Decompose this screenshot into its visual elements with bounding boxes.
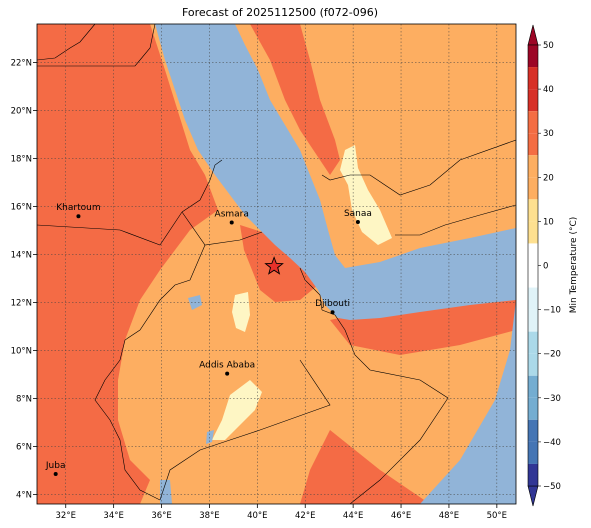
city-marker (53, 472, 58, 476)
cool-patch-ethiopia-highlands (232, 292, 250, 332)
city-marker (330, 310, 335, 315)
city-label: Djibouti (315, 299, 350, 309)
colorbar-label: Min Temperature (°C) (569, 217, 579, 314)
nile-strip (160, 480, 172, 504)
lat-tick-label: 16°N (11, 202, 32, 212)
city-label: Juba (45, 461, 66, 471)
lat-tick-label: 18°N (11, 154, 32, 164)
lat-tick-label: 8°N (16, 394, 32, 404)
colorbar-band (528, 89, 538, 112)
borders (37, 24, 516, 504)
colorbar-extend-bottom (527, 485, 539, 507)
lon-tick-label: 50°E (487, 511, 507, 521)
lon-tick-label: 32°E (56, 511, 76, 521)
colorbar-tick-label: −40 (543, 438, 561, 448)
plot-frame (36, 23, 517, 505)
colorbar-band (528, 265, 538, 288)
lat-tick-label: 22°N (11, 58, 32, 68)
city-marker (355, 220, 360, 224)
colorbar-tick-label: 10 (543, 217, 554, 227)
lat-tick-label: 20°N (11, 106, 32, 116)
lon-tick-label: 48°E (439, 511, 459, 521)
colorbar-band (528, 111, 538, 134)
city-label: Addis Ababa (199, 361, 255, 371)
cities: Khartoum Asmara Sanaa Djibouti Addis Ababa Ju… (45, 203, 372, 476)
city-marker (76, 214, 81, 219)
colorbar-band (528, 331, 538, 354)
red-sea (155, 24, 516, 320)
colorbar-tick-label: 50 (543, 41, 554, 51)
colorbar-extend-top (527, 24, 539, 46)
chart-title: Forecast of 2025112500 (f072-096) (181, 6, 379, 19)
graticule (37, 24, 516, 504)
colorbar-band (528, 375, 538, 398)
latitude-ticks: 22°N 20°N 18°N 16°N 14°N 12°N 10°N 8°N 6°N 4°N (11, 58, 37, 500)
colorbar-band (528, 243, 538, 266)
cool-patch-yemen (340, 145, 392, 245)
city-marker (225, 371, 230, 376)
lat-tick-label: 4°N (16, 490, 32, 500)
lon-tick-label: 36°E (151, 511, 171, 521)
lon-tick-label: 40°E (247, 511, 267, 521)
lon-tick-label: 42°E (295, 511, 315, 521)
colorbar-tick-label: −20 (543, 350, 561, 360)
colorbar-tick-label: −30 (543, 394, 561, 404)
forecast-location-star (264, 256, 284, 275)
colorbar-band (528, 353, 538, 376)
colorbar-band (528, 441, 538, 464)
colorbar-tick-label: −10 (543, 306, 561, 316)
lon-tick-label: 34°E (103, 511, 123, 521)
colorbar-band (528, 419, 538, 442)
colorbar-band (528, 177, 538, 200)
colorbar-band (528, 287, 538, 310)
warm-region-west (37, 24, 218, 504)
indian-ocean (420, 300, 516, 504)
city-label: Asmara (215, 209, 249, 219)
lon-tick-label: 44°E (343, 511, 363, 521)
colorbar-band (528, 309, 538, 332)
coast-nw (36, 23, 96, 61)
lat-tick-label: 10°N (11, 346, 32, 356)
lat-tick-label: 6°N (16, 442, 32, 452)
colorbar-tick-label: 20 (543, 173, 554, 183)
colorbar-band (528, 67, 538, 90)
warm-region-arabia (250, 24, 340, 175)
colorbar: 50 40 30 20 10 0 −10 −20 −30 −40 −50 (527, 24, 561, 507)
lon-tick-label: 38°E (199, 511, 219, 521)
colorbar-band (528, 45, 538, 68)
colorbar-band (528, 463, 538, 486)
colorbar-tick-label: 30 (543, 129, 554, 139)
city-marker (229, 220, 234, 225)
colorbar-band (528, 133, 538, 156)
colorbar-tick-label: 40 (543, 85, 554, 95)
lon-tick-label: 46°E (391, 511, 411, 521)
colorbar-band (528, 155, 538, 178)
cool-patch-southern-highlands (212, 380, 262, 440)
colorbar-band (528, 221, 538, 244)
longitude-ticks: 32°E 34°E 36°E 38°E 40°E 42°E 44°E 46°E 48°E 50°E (56, 504, 507, 521)
colorbar-tick-label: −50 (543, 482, 561, 492)
lake-turkana (206, 430, 214, 444)
lat-tick-label: 14°N (11, 250, 32, 260)
city-label: Sanaa (344, 209, 372, 219)
colorbar-tick-label: 0 (543, 262, 548, 272)
colorbar-band (528, 199, 538, 222)
lat-tick-label: 12°N (11, 298, 32, 308)
colorbar-band (528, 397, 538, 420)
warm-region-southeast (300, 430, 430, 504)
city-label: Khartoum (56, 203, 100, 213)
